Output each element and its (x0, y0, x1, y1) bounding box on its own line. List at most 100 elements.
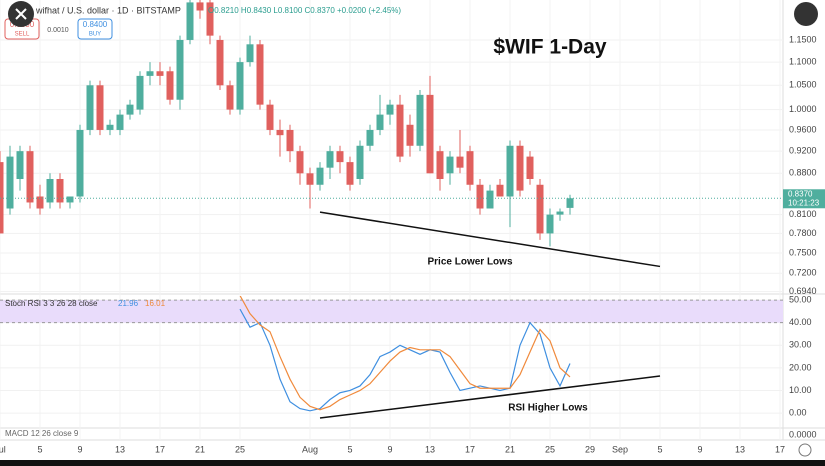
candle-body (486, 190, 494, 209)
candle-body (206, 2, 214, 36)
footer-bar (0, 460, 825, 466)
y-tick-label: 1.0000 (789, 104, 817, 114)
x-tick-label: 5 (347, 444, 352, 454)
candle-body (446, 156, 454, 174)
price-tag (783, 189, 825, 209)
y-tick-label: 1.1500 (789, 34, 817, 44)
candle-body (406, 124, 414, 146)
candle-body (416, 94, 424, 146)
y-tick-label: 40.00 (789, 317, 812, 327)
account-button (794, 2, 818, 26)
x-tick-label: 29 (585, 444, 595, 454)
y-tick-label: 20.00 (789, 362, 812, 372)
buy-label: BUY (89, 32, 101, 38)
candle-body (546, 214, 554, 234)
candle-body (96, 85, 104, 130)
annotation: RSI Higher Lows (508, 403, 588, 414)
candle-body (106, 124, 114, 130)
y-tick-label: 0.7800 (789, 228, 817, 238)
chart-title: $WIF 1-Day (493, 36, 607, 59)
x-tick-label: 25 (235, 444, 245, 454)
candle-body (166, 71, 174, 100)
y-tick-label: 0.9600 (789, 124, 817, 134)
candle-body (6, 156, 14, 209)
candle-body (286, 129, 294, 152)
x-tick-label: 9 (697, 444, 702, 454)
y-tick-label: 0.8800 (789, 168, 817, 178)
candle-body (466, 151, 474, 185)
x-tick-label: 17 (155, 444, 165, 454)
x-tick-label: 5 (37, 444, 42, 454)
candle-body (436, 151, 444, 180)
candle-body (36, 196, 44, 209)
y-tick-label: 50.00 (789, 294, 812, 304)
candle-body (386, 104, 394, 115)
x-tick-label: 13 (735, 444, 745, 454)
ohlc-label: O0.8210 H0.8430 L0.8100 C0.8370 +0.0200 … (208, 6, 401, 15)
band (0, 300, 783, 323)
candle-body (376, 114, 384, 130)
buy-price: 0.8400 (83, 20, 108, 29)
candle-body (26, 151, 34, 203)
candle-body (216, 39, 224, 86)
y-tick-label: 0.9200 (789, 146, 817, 156)
candle-body (156, 71, 164, 76)
price-tag-label: 0.8370 (788, 189, 813, 198)
candle-body (146, 71, 154, 76)
candle-body (346, 162, 354, 185)
candle-body (526, 156, 534, 180)
candle-body (256, 44, 264, 105)
candle-body (476, 184, 484, 209)
spread-label: 0.0010 (47, 27, 69, 34)
trendline (319, 375, 661, 419)
candle-body (516, 145, 524, 191)
symbol-label: wifhat / U.S. dollar · 1D · BITSTAMP (35, 5, 181, 15)
legend-value: 16.01 (145, 299, 166, 308)
candle-body (236, 62, 244, 110)
candle-body (266, 104, 274, 130)
candle-body (116, 114, 124, 130)
y-tick-label: 30.00 (789, 340, 812, 350)
x-tick-label: 17 (465, 444, 475, 454)
candle-body (276, 129, 284, 136)
buy-button (77, 18, 113, 40)
candle-body (326, 151, 334, 168)
x-tick-label: 13 (115, 444, 125, 454)
y-tick-label: 1.1000 (789, 56, 817, 66)
candle-body (356, 145, 364, 180)
macd-label: MACD 12 26 close 9 (5, 429, 79, 438)
candle-body (336, 151, 344, 163)
candle-body (536, 184, 544, 234)
x-tick-label: 21 (195, 444, 205, 454)
stoch-line (239, 296, 571, 411)
annotation: Price Lower Lows (427, 257, 512, 268)
legend-label: Stoch RSI 3 3 26 28 close (5, 299, 98, 308)
x-tick-label: 25 (545, 444, 555, 454)
candle-body (456, 156, 464, 168)
candle-body (186, 2, 194, 40)
y-tick-label: 0.7500 (789, 247, 817, 257)
candle-body (396, 104, 404, 157)
candle-body (136, 75, 144, 110)
candle-body (126, 104, 134, 115)
y-tick-label: 10.00 (789, 385, 812, 395)
settings-icon (798, 443, 812, 457)
legend-value: 21.96 (118, 299, 139, 308)
candle-body (176, 39, 184, 100)
candle-body (0, 162, 4, 234)
x-tick-label: 9 (77, 444, 82, 454)
candle-body (496, 184, 504, 197)
candle-body (76, 129, 84, 197)
candle-body (196, 2, 204, 11)
x-tick-label: 13 (425, 444, 435, 454)
x-tick-label: 17 (775, 444, 785, 454)
y-tick-label: 0.8100 (789, 209, 817, 219)
candle-body (296, 151, 304, 174)
candle-body (306, 173, 314, 185)
candle-body (506, 145, 514, 197)
candle-body (66, 196, 74, 203)
candle-body (226, 85, 234, 110)
candle-body (566, 198, 574, 208)
candle-body (86, 85, 94, 130)
